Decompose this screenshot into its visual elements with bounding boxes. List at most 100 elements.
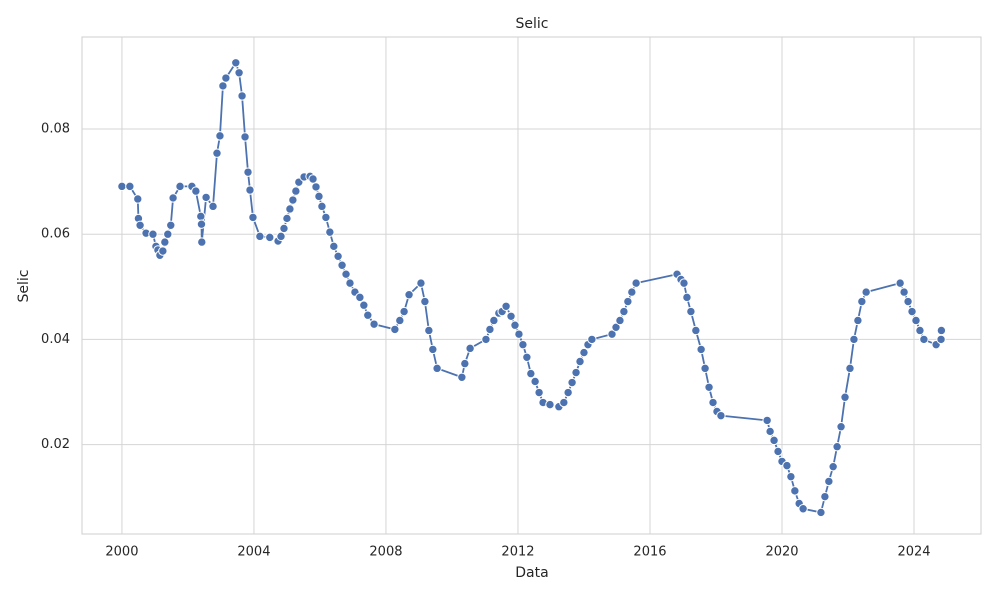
- marker: [359, 300, 369, 310]
- marker: [696, 344, 706, 355]
- marker: [530, 376, 540, 387]
- marker: [506, 311, 516, 321]
- marker: [279, 223, 289, 234]
- marker: [936, 325, 947, 336]
- marker: [514, 329, 524, 339]
- marker: [197, 237, 207, 247]
- marker: [627, 287, 637, 297]
- marker: [160, 237, 170, 247]
- marker: [607, 329, 617, 339]
- marker: [363, 310, 373, 320]
- marker: [237, 91, 247, 101]
- marker: [191, 186, 201, 196]
- marker: [390, 324, 400, 335]
- marker: [460, 358, 470, 369]
- plot-area: [81, 36, 982, 535]
- y-tick-label: 0.08: [41, 122, 70, 137]
- marker: [704, 382, 714, 392]
- y-axis-label: Selic: [16, 270, 32, 303]
- marker: [369, 319, 379, 329]
- marker: [682, 292, 692, 303]
- marker: [243, 167, 253, 177]
- marker: [317, 201, 327, 212]
- marker: [485, 324, 495, 335]
- marker: [125, 181, 135, 192]
- marker: [526, 368, 536, 379]
- marker: [611, 322, 621, 333]
- marker: [773, 446, 783, 457]
- marker: [168, 193, 178, 203]
- marker: [623, 296, 633, 307]
- marker: [321, 212, 331, 223]
- marker: [234, 68, 244, 78]
- chart-title: Selic: [516, 16, 549, 32]
- marker: [240, 132, 250, 142]
- marker: [420, 296, 430, 307]
- marker: [936, 334, 946, 345]
- marker: [212, 148, 222, 158]
- marker: [679, 278, 689, 288]
- marker: [399, 306, 409, 317]
- marker: [895, 278, 905, 288]
- marker: [769, 435, 779, 446]
- marker: [276, 231, 286, 242]
- marker: [518, 339, 528, 350]
- marker: [208, 201, 218, 212]
- marker: [166, 220, 176, 230]
- y-tick-label: 0.04: [41, 332, 70, 347]
- marker: [545, 399, 555, 410]
- marker: [341, 269, 351, 279]
- marker: [567, 377, 577, 388]
- marker: [571, 367, 581, 378]
- marker: [510, 320, 520, 330]
- y-tick-label: 0.06: [41, 227, 70, 242]
- marker: [248, 212, 258, 223]
- marker: [285, 204, 295, 214]
- x-tick-label: 2012: [501, 545, 534, 560]
- x-tick-label: 2024: [897, 545, 930, 560]
- marker: [355, 292, 365, 303]
- marker: [587, 334, 597, 345]
- marker: [911, 315, 921, 326]
- marker: [465, 343, 475, 354]
- marker: [337, 260, 347, 270]
- marker: [215, 131, 225, 141]
- marker: [816, 507, 826, 518]
- x-axis-label: Data: [515, 565, 548, 581]
- x-tick-label: 2016: [633, 545, 666, 560]
- marker: [117, 181, 127, 192]
- marker: [849, 334, 859, 345]
- marker: [148, 229, 158, 239]
- marker: [457, 372, 467, 382]
- marker: [395, 315, 405, 326]
- marker: [175, 181, 185, 192]
- marker: [861, 287, 871, 297]
- marker: [196, 219, 207, 229]
- marker: [915, 325, 925, 336]
- marker: [579, 347, 589, 358]
- marker: [325, 227, 335, 237]
- x-tick-label: 2004: [237, 545, 270, 560]
- marker: [903, 296, 913, 307]
- marker: [836, 422, 846, 432]
- x-tick-label: 2020: [765, 545, 798, 560]
- marker: [345, 278, 355, 288]
- marker: [790, 486, 800, 496]
- marker: [404, 290, 414, 300]
- marker: [501, 301, 511, 311]
- marker: [311, 182, 321, 192]
- marker: [708, 397, 718, 408]
- marker: [907, 306, 917, 317]
- marker: [853, 315, 863, 326]
- x-tick-label: 2008: [369, 545, 402, 560]
- marker: [255, 231, 265, 242]
- marker: [828, 461, 838, 472]
- y-tick-label: 0.02: [41, 437, 70, 452]
- marker: [832, 441, 842, 452]
- marker: [288, 195, 298, 205]
- marker: [333, 251, 343, 262]
- marker: [845, 363, 855, 374]
- marker: [716, 410, 726, 421]
- marker: [282, 213, 292, 224]
